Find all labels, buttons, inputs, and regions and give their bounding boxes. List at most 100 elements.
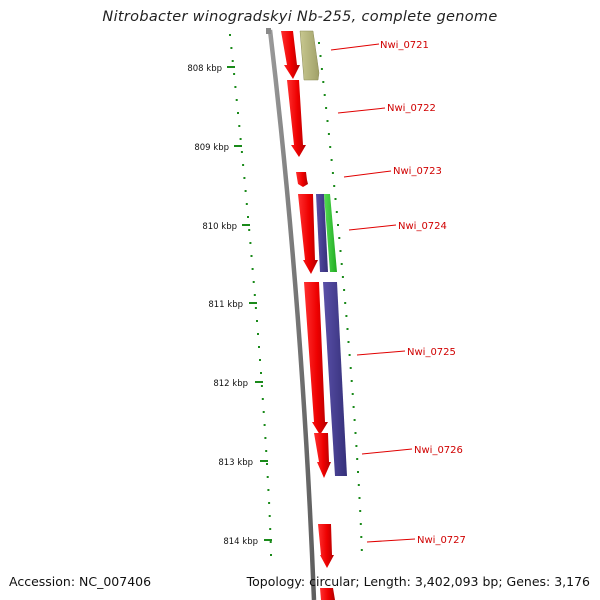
- guide-dot: [330, 159, 333, 161]
- guide-dot: [329, 146, 332, 148]
- gene-label: Nwi_0725: [407, 347, 456, 358]
- gene-label: Nwi_0726: [414, 445, 463, 456]
- guide-dot: [343, 289, 346, 291]
- tick-label: 811 kbp: [208, 300, 243, 310]
- guide-dot: [266, 476, 269, 478]
- guide-dot: [250, 255, 253, 257]
- gene-labels: Nwi_0721 Nwi_0722 Nwi_0723 Nwi_0724 Nwi_…: [330, 40, 466, 546]
- guide-dot: [354, 432, 357, 434]
- guide-dot: [244, 190, 247, 192]
- guide-dot: [355, 445, 358, 447]
- tick-label: 813 kbp: [218, 458, 253, 468]
- guide-dot: [351, 393, 354, 395]
- guide-dot: [270, 554, 272, 556]
- guide-dot: [340, 263, 343, 265]
- guide-dot: [261, 398, 264, 400]
- guide-dot: [337, 224, 339, 226]
- guide-dot: [245, 203, 248, 205]
- guide-dot: [248, 229, 251, 231]
- tick-label: 814 kbp: [223, 537, 258, 547]
- genome-title: Nitrobacter winogradskyi Nb-255, complet…: [102, 9, 498, 25]
- gene-arrow: [304, 282, 328, 435]
- guide-dot: [229, 34, 231, 36]
- guide-dot: [237, 112, 239, 114]
- guide-dot: [260, 385, 263, 387]
- feature-green: [324, 194, 337, 272]
- guide-dot: [231, 60, 234, 62]
- gene-label: Nwi_0723: [393, 166, 442, 177]
- guide-dot: [353, 419, 356, 421]
- gene-arrow: [318, 524, 334, 568]
- guide-dot: [331, 172, 334, 174]
- backbone-top: [266, 28, 271, 34]
- gene-arrow: [296, 172, 308, 187]
- guide-dot: [239, 138, 242, 140]
- leader-line: [330, 43, 380, 51]
- guide-dot: [252, 281, 255, 283]
- guide-dot: [269, 541, 272, 543]
- outer-dotted-arc: [229, 34, 272, 556]
- guide-dot: [333, 185, 336, 187]
- gene-arrow: [320, 588, 335, 600]
- guide-dot: [234, 86, 237, 88]
- gene-label: Nwi_0727: [417, 535, 466, 546]
- guide-dot: [263, 424, 266, 426]
- guide-dot: [253, 294, 256, 296]
- guide-dot: [357, 484, 360, 486]
- gene-label: Nwi_0721: [380, 40, 429, 51]
- guide-dot: [238, 125, 241, 127]
- guide-dot: [360, 536, 363, 538]
- tick-label: 808 kbp: [187, 64, 222, 74]
- guide-dot: [327, 133, 330, 135]
- guide-dot: [346, 328, 349, 330]
- guide-dot: [335, 211, 338, 213]
- gene-label: Nwi_0722: [387, 103, 436, 114]
- feature-olive: [299, 30, 320, 81]
- gene-arrow: [298, 194, 318, 274]
- guide-dot: [338, 237, 341, 239]
- guide-dot: [262, 411, 265, 413]
- guide-dot: [347, 341, 350, 343]
- guide-dot: [268, 502, 271, 504]
- guide-dot: [319, 55, 322, 57]
- guide-dot: [322, 81, 325, 83]
- guide-dot: [269, 528, 272, 530]
- guide-dot: [267, 489, 270, 491]
- guide-dot: [344, 302, 347, 304]
- guide-dot: [230, 47, 233, 49]
- guide-dot: [256, 320, 258, 322]
- guide-dot: [359, 510, 362, 512]
- guide-dot: [356, 458, 359, 460]
- guide-dot: [254, 307, 257, 309]
- guide-dot: [258, 346, 260, 348]
- inner-dotted-arc: [318, 42, 363, 551]
- leader-line: [348, 224, 397, 231]
- guide-dot: [357, 471, 359, 473]
- guide-dot: [345, 315, 348, 317]
- genome-backbone: [267, 29, 317, 600]
- guide-dot: [323, 94, 326, 96]
- guide-dot: [268, 515, 271, 517]
- guide-dot: [334, 198, 337, 200]
- guide-dot: [352, 406, 355, 408]
- guide-dot: [242, 164, 245, 166]
- leader-line: [343, 170, 392, 178]
- guide-dot: [320, 68, 323, 70]
- leader-line: [361, 448, 413, 455]
- guide-dot: [265, 450, 268, 452]
- guide-dot: [326, 120, 329, 122]
- guide-dot: [249, 242, 252, 244]
- guide-dot: [358, 497, 361, 499]
- guide-dot: [360, 549, 363, 551]
- guide-dot: [260, 372, 262, 374]
- leader-line: [356, 350, 406, 356]
- guide-dot: [233, 73, 236, 75]
- tick-label: 809 kbp: [194, 143, 229, 153]
- guide-dot: [341, 276, 344, 278]
- guide-dot: [348, 354, 351, 356]
- gene-arrow: [287, 80, 306, 157]
- guide-dot: [247, 216, 249, 218]
- guide-dot: [325, 107, 328, 109]
- gene-arrow: [281, 31, 300, 79]
